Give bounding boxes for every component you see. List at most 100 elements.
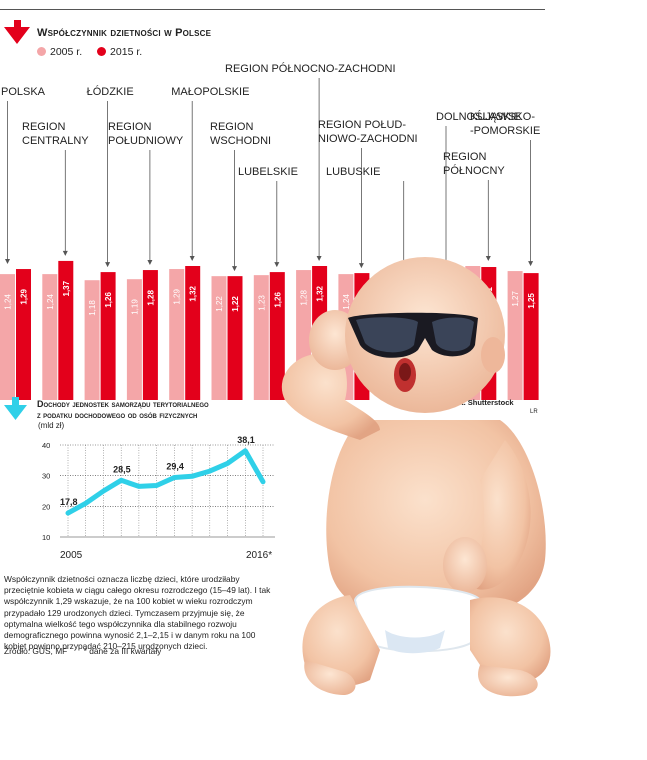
baby-right-arm <box>470 440 531 590</box>
value-label-2005: 1,27 <box>511 291 520 307</box>
line-unit-label: (mld zł) <box>38 421 65 430</box>
legend-swatch-2015 <box>97 47 107 56</box>
value-label-2005: 1,22 <box>215 296 224 312</box>
source-text: Źródło: GUS, MF <box>4 646 68 656</box>
legend-label: 2015 r. <box>110 46 143 58</box>
data-label: 38,1 <box>237 435 255 445</box>
leader-arrow-icon <box>5 259 10 265</box>
category-label: REGION <box>210 121 253 133</box>
category-label: NIOWO-ZACHODNI <box>318 133 418 145</box>
value-label-2015: 1,32 <box>189 285 198 301</box>
bar-2015 <box>16 269 31 400</box>
bar-2005 <box>169 269 185 400</box>
bar-2005 <box>84 280 100 400</box>
bar-2005 <box>507 271 523 400</box>
value-label-2005: 1,29 <box>173 289 182 305</box>
value-label-2015: 1,32 <box>316 285 325 301</box>
bar-2005 <box>253 275 269 400</box>
category-label: POŁUDNIOWY <box>108 135 184 147</box>
category-label: REGION <box>108 121 151 133</box>
bar-2005 <box>42 274 58 400</box>
legend: 2005 r. 2015 r. <box>37 46 154 58</box>
baby-right-foot <box>478 665 538 697</box>
leader-arrow-icon <box>62 250 68 256</box>
bar-2015 <box>523 273 539 400</box>
value-label-2005: 1,24 <box>342 294 351 310</box>
category-label: WSCHODNI <box>210 135 271 147</box>
baby-right-leg <box>470 597 551 684</box>
bar-2015 <box>269 272 285 400</box>
category-label: PÓŁNOCNY <box>443 164 505 177</box>
baby-left-leg <box>302 595 380 687</box>
category-label: LUBELSKIE <box>238 166 298 178</box>
category-label: KUJAWSKO- <box>470 111 535 123</box>
data-label: 29,4 <box>166 462 184 472</box>
category-label: DOLNOŚLĄSKIE <box>436 110 521 123</box>
leader-arrow-icon <box>528 261 534 267</box>
value-label-2015: 1,28 <box>146 290 155 306</box>
leader-arrow-icon <box>189 256 195 261</box>
value-label-2005: 1,23 <box>257 295 266 311</box>
bar-chart-title: Współczynnik dzietności w Polsce <box>37 27 212 39</box>
value-label-2005: 1,19 <box>130 299 139 315</box>
line-title-line1: Dochody jednostek samorządu terytorialne… <box>37 399 209 409</box>
leader-arrow-icon <box>358 263 364 269</box>
category-label: REGION <box>443 151 486 163</box>
category-label: POLSKA <box>1 86 46 98</box>
income-series-line <box>65 448 266 516</box>
down-arrow-icon <box>4 20 30 44</box>
baby-right-hand <box>443 537 487 593</box>
y-tick-label: 30 <box>42 472 50 481</box>
leader-arrow-icon <box>316 256 322 261</box>
legend-label: 2005 r. <box>50 46 83 58</box>
category-label: ŁÓDZKIE <box>87 85 134 98</box>
category-label: CENTRALNY <box>22 135 89 147</box>
x-tick-label: 2016* <box>246 550 272 561</box>
legend-swatch-2005 <box>37 47 46 56</box>
leader-arrow-icon <box>232 266 237 272</box>
value-label-2015: 1,25 <box>527 293 536 309</box>
baby-left-arm <box>281 345 380 440</box>
down-arrow-icon <box>4 397 27 420</box>
baby-ear <box>481 337 505 373</box>
y-tick-label: 40 <box>42 441 50 450</box>
top-rule <box>0 9 545 10</box>
leader-arrow-icon <box>485 256 491 261</box>
bar-2015 <box>227 276 243 400</box>
leader-arrow-icon <box>274 262 280 268</box>
bar-2015 <box>100 272 116 400</box>
legend-item-2005: 2005 r. <box>37 46 82 58</box>
value-label-2005: 1,18 <box>88 300 97 316</box>
line-title-line2: z podatku dochodowego od osób fizycznych <box>37 410 198 420</box>
y-tick-label: 10 <box>42 533 50 542</box>
value-label-2005: 1,24 <box>4 294 13 310</box>
category-label: -POMORSKIE <box>470 125 540 137</box>
baby-left-foot <box>304 660 356 695</box>
y-tick-label: 20 <box>42 502 50 511</box>
data-label: 17,8 <box>60 497 78 507</box>
bar-2015 <box>58 260 74 400</box>
bar-2005 <box>126 279 142 400</box>
value-label-2015: 1,26 <box>104 292 113 308</box>
footnote-text: * dane za III kwartały <box>83 646 162 656</box>
photo-credit: fot. Shutterstock <box>454 398 514 407</box>
value-label-2015: 1,37 <box>62 280 71 296</box>
bar-2005 <box>211 276 227 400</box>
category-label: LUBUSKIE <box>326 166 380 178</box>
value-label-2005: 1,24 <box>46 294 55 310</box>
value-label-2015: 1,22 <box>231 296 240 312</box>
data-label: 28,5 <box>113 464 131 474</box>
category-label: MAŁOPOLSKIE <box>171 86 249 98</box>
leader-arrow-icon <box>105 262 111 268</box>
category-label: REGION POŁUD- <box>318 119 406 131</box>
legend-item-2015: 2015 r. <box>97 46 142 58</box>
value-label-2015: 1,26 <box>273 292 282 308</box>
x-tick-label: 2005 <box>60 550 83 561</box>
source-line: Źródło: GUS, MF * dane za III kwartały <box>4 646 161 656</box>
bar-2015 <box>185 266 201 400</box>
bar-2005 <box>0 274 15 400</box>
value-label-2005: 1,28 <box>300 290 309 306</box>
category-label: REGION PÓŁNOCNO-ZACHODNI <box>225 62 396 75</box>
